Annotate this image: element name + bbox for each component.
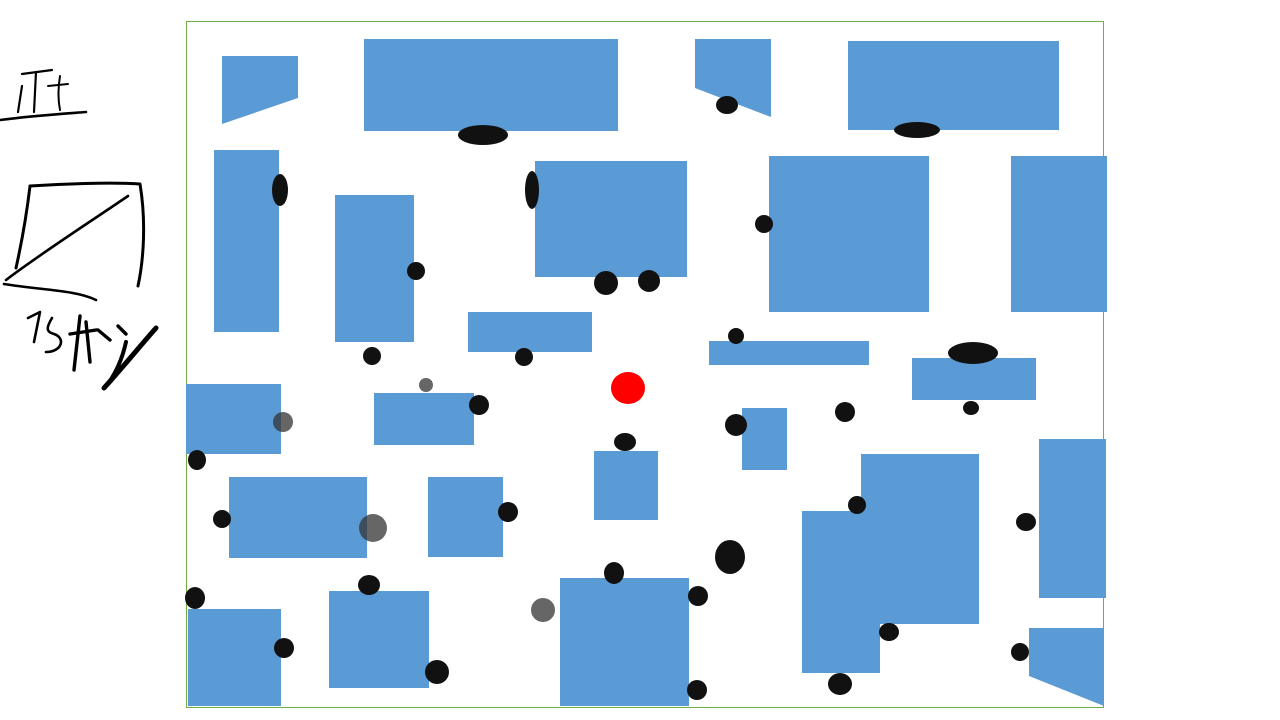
obstacle (742, 408, 787, 470)
ink-blot (728, 328, 744, 344)
ink-blot (687, 680, 707, 700)
obstacle (848, 41, 1059, 130)
obstacle (1011, 156, 1107, 312)
ink-blot (725, 414, 747, 436)
ink-blot (1016, 513, 1036, 531)
ink-blot (594, 271, 618, 295)
ink-blot (1011, 643, 1029, 661)
obstacle (188, 609, 281, 706)
ink-blot (274, 638, 294, 658)
obstacle (364, 39, 618, 131)
obstacle (769, 156, 929, 312)
ink-blot (894, 122, 940, 138)
ink-blot (407, 262, 425, 280)
obstacle (560, 578, 689, 706)
obstacle (1039, 439, 1106, 598)
tally-mark-text: 正 (10, 55, 90, 115)
ink-blot (525, 171, 539, 209)
obstacle (229, 477, 367, 558)
obstacle (335, 195, 414, 342)
player-dot-icon[interactable] (611, 372, 645, 404)
ink-blot (188, 450, 206, 470)
obstacle (214, 150, 279, 332)
ink-blot (272, 174, 288, 206)
ink-blot (531, 598, 555, 622)
timer-sketch (26, 310, 159, 391)
ink-blot (688, 586, 708, 606)
obstacle (468, 312, 592, 352)
ink-blot (716, 96, 738, 114)
obstacles (186, 39, 1107, 706)
obstacle (695, 39, 771, 117)
ink-blot (469, 395, 489, 415)
ink-blot (425, 660, 449, 684)
ink-blot (848, 496, 866, 514)
ink-blots (185, 96, 1036, 700)
obstacle (222, 56, 298, 124)
obstacle (535, 161, 687, 277)
ink-blot (458, 125, 508, 145)
ink-blot (185, 587, 205, 609)
hud-sketch (0, 68, 159, 391)
ink-blot (273, 412, 293, 432)
ink-blot (879, 623, 899, 641)
obstacle (428, 477, 503, 557)
ink-blot (715, 540, 745, 574)
obstacle (329, 591, 429, 688)
obstacle (374, 393, 474, 445)
obstacle (912, 358, 1036, 400)
obstacle (1029, 628, 1104, 706)
ink-blot (614, 433, 636, 451)
ink-blot (835, 402, 855, 422)
ink-blot (755, 215, 773, 233)
timer-text: 15秒 (17, 295, 173, 395)
ink-blot (359, 514, 387, 542)
ink-blot (638, 270, 660, 292)
ink-blot (828, 673, 852, 695)
ink-blot (948, 342, 998, 364)
arena-border (186, 21, 1104, 708)
hourglass-sketch-icon (2, 181, 146, 302)
tally-mark-sketch (0, 68, 88, 122)
ink-blot (963, 401, 979, 415)
obstacle (186, 384, 281, 454)
obstacle (709, 341, 869, 365)
ink-blot (358, 575, 380, 595)
obstacle (802, 454, 979, 673)
ink-blot (604, 562, 624, 584)
ink-blot (363, 347, 381, 365)
obstacle (594, 451, 658, 520)
ink-blot (515, 348, 533, 366)
ink-blot (419, 378, 433, 392)
ink-blot (213, 510, 231, 528)
ink-blot (498, 502, 518, 522)
